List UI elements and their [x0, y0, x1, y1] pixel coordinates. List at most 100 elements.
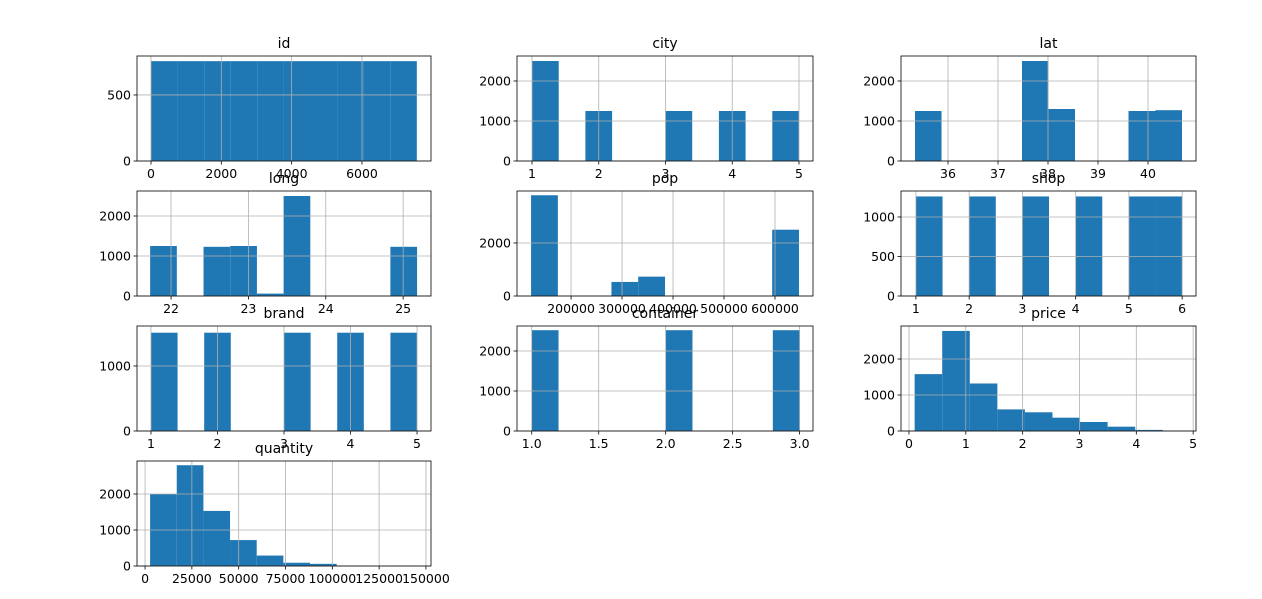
axes-frame: [136, 55, 432, 162]
x-tick-label: 1: [962, 436, 970, 451]
bar: [1052, 417, 1081, 431]
bar: [1107, 426, 1136, 431]
y-tick-label: 1000: [479, 114, 511, 129]
x-tick-label: 0: [141, 571, 149, 586]
bar: [230, 540, 257, 566]
y-tick-label: 0: [503, 424, 511, 439]
bar: [915, 111, 942, 161]
bar: [363, 61, 391, 162]
bar: [1022, 196, 1050, 296]
x-tick-label: 2: [595, 166, 603, 181]
x-tick-label: 25: [395, 301, 411, 316]
bar: [1048, 109, 1075, 161]
x-tick-label: 0: [905, 436, 913, 451]
x-tick-label: 40: [1140, 166, 1156, 181]
subplot-title: id: [278, 36, 291, 52]
bar: [390, 332, 418, 431]
bar: [531, 330, 559, 431]
bar: [665, 111, 693, 161]
subplot-title: price: [1031, 306, 1066, 322]
x-tick-label: 4: [347, 436, 355, 451]
subplot: 200000 300000 400000 500000 600000 0 2000 pop: [479, 171, 814, 316]
x-tick-label: 300000: [598, 301, 646, 316]
subplot: 36 37 38 39 40 0 1000 2000 lat: [863, 36, 1197, 181]
bar: [150, 61, 178, 162]
subplot-title: lat: [1040, 36, 1058, 52]
subplot: 1.0 1.5 2.0 2.5 3.0 0 1000 2000 container: [479, 306, 814, 451]
bar: [969, 383, 998, 431]
bar: [772, 111, 799, 161]
x-tick-label: 2: [214, 436, 222, 451]
subplot: 22 23 24 25 0 1000 2000 long: [99, 171, 432, 316]
x-tick-label: 2.0: [656, 436, 676, 451]
x-tick-label: 25000: [172, 571, 212, 586]
bar: [203, 246, 231, 296]
x-tick-label: 600000: [751, 301, 799, 316]
x-tick-label: 500000: [700, 301, 748, 316]
bar: [310, 61, 338, 162]
y-tick-label: 0: [123, 289, 131, 304]
x-tick-label: 5: [795, 166, 803, 181]
bar: [772, 330, 800, 431]
x-tick-label: 400000: [649, 301, 697, 316]
axes-frame: [900, 55, 1197, 162]
x-tick-label: 1: [147, 436, 155, 451]
y-tick-label: 0: [887, 424, 895, 439]
bar: [1075, 196, 1103, 296]
subplot: 1 2 3 4 5 0 1000 brand: [99, 306, 432, 451]
x-tick-label: 3: [1018, 301, 1026, 316]
bar: [177, 61, 205, 162]
y-tick-label: 500: [871, 249, 895, 264]
x-tick-label: 3.0: [790, 436, 810, 451]
subplot-title: pop: [652, 171, 678, 187]
axes-frame: [136, 325, 432, 432]
y-tick-label: 0: [123, 559, 131, 574]
bar: [283, 196, 311, 296]
x-tick-label: 200000: [547, 301, 595, 316]
subplot: 1 2 3 4 5 6 0 500 1000 shop: [863, 171, 1197, 316]
bar: [611, 281, 639, 296]
y-tick-label: 1000: [863, 114, 895, 129]
subplot-title: container: [632, 306, 699, 322]
bar: [1024, 412, 1053, 431]
y-tick-label: 0: [123, 424, 131, 439]
bar: [915, 196, 943, 296]
y-tick-label: 2000: [99, 209, 131, 224]
y-tick-label: 0: [887, 289, 895, 304]
y-tick-label: 1000: [99, 523, 131, 538]
y-tick-label: 0: [123, 154, 131, 169]
bar: [390, 61, 417, 162]
bar: [390, 246, 418, 296]
y-tick-label: 1000: [863, 209, 895, 224]
subplot: 0 2000 4000 6000 0 500 id: [107, 36, 432, 181]
x-tick-label: 5: [1189, 436, 1197, 451]
axes-frame: [136, 190, 432, 297]
bar: [257, 61, 284, 162]
x-tick-label: 2.5: [723, 436, 743, 451]
x-tick-label: 4000: [276, 166, 308, 181]
y-tick-label: 2000: [863, 74, 895, 89]
bar: [1128, 196, 1156, 296]
bar: [969, 196, 996, 296]
y-tick-label: 2000: [479, 344, 511, 359]
bar: [1155, 110, 1182, 161]
x-tick-label: 22: [163, 301, 179, 316]
bar: [914, 374, 943, 431]
subplot-title: shop: [1032, 171, 1066, 187]
y-tick-label: 1000: [863, 388, 895, 403]
x-tick-label: 1: [912, 301, 920, 316]
x-tick-label: 5: [413, 436, 421, 451]
bar: [284, 332, 311, 431]
y-tick-label: 1000: [99, 249, 131, 264]
x-tick-label: 39: [1090, 166, 1106, 181]
x-tick-label: 3: [280, 436, 288, 451]
bar: [1155, 196, 1183, 296]
x-tick-label: 2: [965, 301, 973, 316]
y-tick-label: 500: [107, 87, 131, 102]
subplot-title: quantity: [255, 441, 313, 457]
subplot-title: city: [652, 36, 677, 52]
bar: [1080, 422, 1108, 431]
bar: [532, 61, 559, 161]
x-tick-label: 23: [240, 301, 256, 316]
